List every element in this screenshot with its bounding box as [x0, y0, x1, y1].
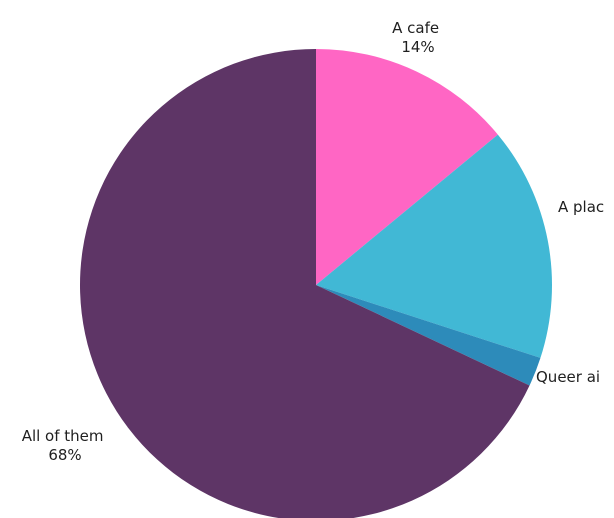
- slice-label-queer-ai: Queer ai: [536, 368, 600, 386]
- slice-label-a-cafe-name: A cafe: [392, 19, 439, 37]
- slice-label-a-plac-name: A plac: [558, 198, 604, 216]
- slice-label-queer-ai-name: Queer ai: [536, 368, 600, 386]
- slice-label-all-of-them-name: All of them: [22, 427, 104, 445]
- slice-label-a-cafe: A cafe 14%: [392, 19, 444, 56]
- slice-label-a-plac: A plac: [558, 198, 604, 216]
- slice-label-all-of-them-percent: 68%: [48, 446, 81, 464]
- pie-slices: [80, 49, 552, 518]
- slice-label-all-of-them: All of them 68%: [22, 427, 109, 464]
- slice-label-a-cafe-percent: 14%: [401, 38, 434, 56]
